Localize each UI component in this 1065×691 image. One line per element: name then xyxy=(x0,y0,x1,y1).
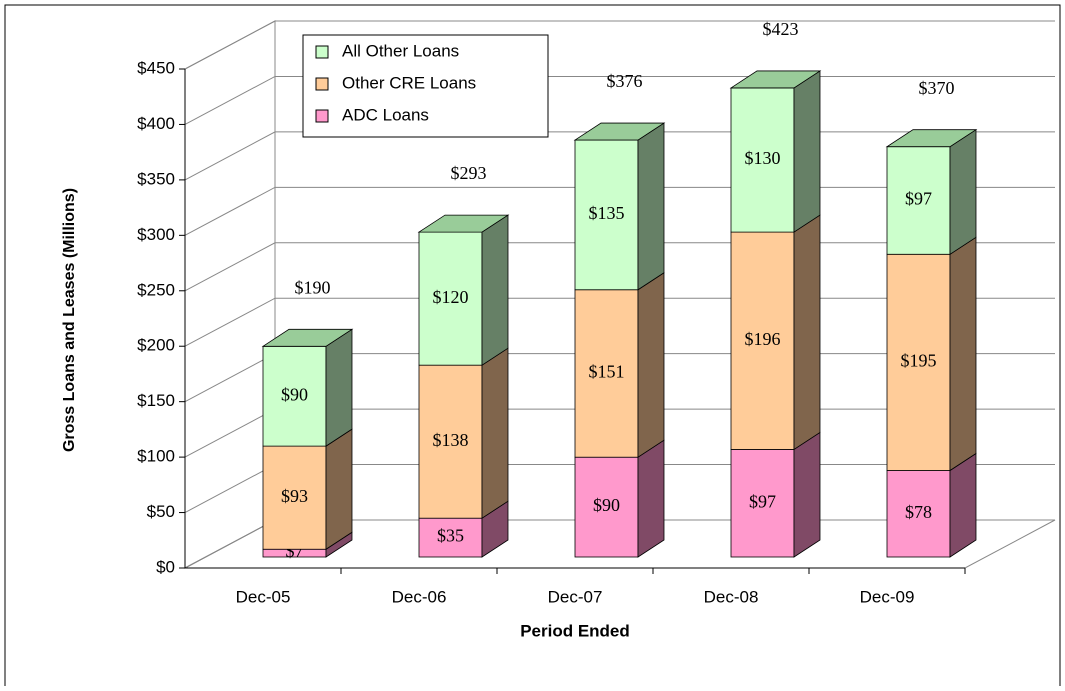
chart-border xyxy=(4,4,1061,691)
bar-top xyxy=(417,214,510,233)
value-label: $90 xyxy=(593,495,620,515)
bar-front xyxy=(574,456,639,558)
bar-front xyxy=(886,470,951,558)
y-tick-label: $400 xyxy=(137,114,175,133)
bar-side xyxy=(325,328,353,447)
x-tick-label: Dec-05 xyxy=(236,587,291,606)
total-label: $370 xyxy=(919,78,955,98)
value-label: $196 xyxy=(745,329,781,349)
bar-segment xyxy=(886,452,977,558)
bar-segment xyxy=(261,328,354,447)
bar-top xyxy=(573,122,666,141)
value-label: $130 xyxy=(745,148,781,168)
bar-side xyxy=(325,428,353,550)
bar-segment xyxy=(417,214,510,366)
value-label: $90 xyxy=(281,384,308,404)
legend-label: Other CRE Loans xyxy=(342,73,476,92)
x-tick-label: Dec-08 xyxy=(704,587,759,606)
y-tick-label: $250 xyxy=(137,280,175,299)
bar-top xyxy=(729,70,822,89)
legend-label: ADC Loans xyxy=(342,105,429,124)
total-label: $376 xyxy=(607,71,643,91)
y-tick-label: $350 xyxy=(137,169,175,188)
y-tick-label: $450 xyxy=(137,58,175,77)
value-label: $35 xyxy=(437,526,464,546)
bar-side xyxy=(481,347,509,519)
value-label: $97 xyxy=(905,189,932,209)
bar-segment xyxy=(574,439,665,558)
bar-front xyxy=(418,231,483,366)
bar-side xyxy=(637,272,665,458)
y-tick-label: $50 xyxy=(147,502,175,521)
bar-segment xyxy=(418,500,509,558)
total-label: $423 xyxy=(763,19,799,39)
bar-front xyxy=(886,146,951,255)
value-label: $78 xyxy=(905,502,932,522)
back-wall xyxy=(184,20,276,569)
x-tick-label: Dec-06 xyxy=(392,587,447,606)
bar-side xyxy=(949,128,977,256)
bar-segment xyxy=(885,128,978,256)
bar-side xyxy=(637,439,665,558)
x-axis-title: Period Ended xyxy=(520,621,630,640)
bar-segment xyxy=(729,70,822,233)
bar-front xyxy=(574,139,639,291)
legend-box xyxy=(302,34,549,138)
bar-side xyxy=(793,70,821,233)
bar-segment xyxy=(730,431,821,558)
value-label: $93 xyxy=(281,486,308,506)
value-label: $151 xyxy=(589,362,625,382)
y-tick-label: $150 xyxy=(137,391,175,410)
legend-swatch xyxy=(315,45,329,59)
bar-front xyxy=(418,364,483,519)
value-label: $138 xyxy=(433,430,469,450)
bar-side xyxy=(949,236,977,472)
legend-swatch xyxy=(315,109,329,123)
y-tick-label: $0 xyxy=(156,557,175,576)
bar-segment xyxy=(573,122,666,291)
value-label: $135 xyxy=(589,203,625,223)
y-tick-label: $300 xyxy=(137,225,175,244)
bar-segment xyxy=(418,347,509,519)
bar-top xyxy=(261,328,354,347)
bar-segment xyxy=(886,236,977,472)
bar-front xyxy=(418,517,483,558)
y-tick-label: $100 xyxy=(137,447,175,466)
bar-side xyxy=(949,452,977,558)
bar-side xyxy=(637,122,665,291)
bar-side xyxy=(481,214,509,366)
legend-swatch xyxy=(315,77,329,91)
bar-front xyxy=(730,449,795,558)
y-tick-label: $200 xyxy=(137,336,175,355)
grid-line xyxy=(184,20,1055,70)
value-label: $120 xyxy=(433,287,469,307)
y-axis-title: Gross Loans and Leases (Millions) xyxy=(61,188,78,452)
value-label: $195 xyxy=(901,351,937,371)
x-tick-label: Dec-09 xyxy=(860,587,915,606)
bar-side xyxy=(793,431,821,558)
legend-label: All Other Loans xyxy=(342,41,459,60)
total-label: $293 xyxy=(451,163,487,183)
bar-segment xyxy=(730,214,821,451)
bar-side xyxy=(793,214,821,451)
bar-front xyxy=(730,231,795,450)
total-label: $190 xyxy=(295,277,331,297)
bar-front xyxy=(730,87,795,233)
x-tick-label: Dec-07 xyxy=(548,587,603,606)
bar-top xyxy=(885,129,978,148)
bar-front xyxy=(262,345,327,447)
bar-front xyxy=(262,445,327,550)
value-label: $97 xyxy=(749,491,776,511)
bar-segment xyxy=(262,428,353,550)
